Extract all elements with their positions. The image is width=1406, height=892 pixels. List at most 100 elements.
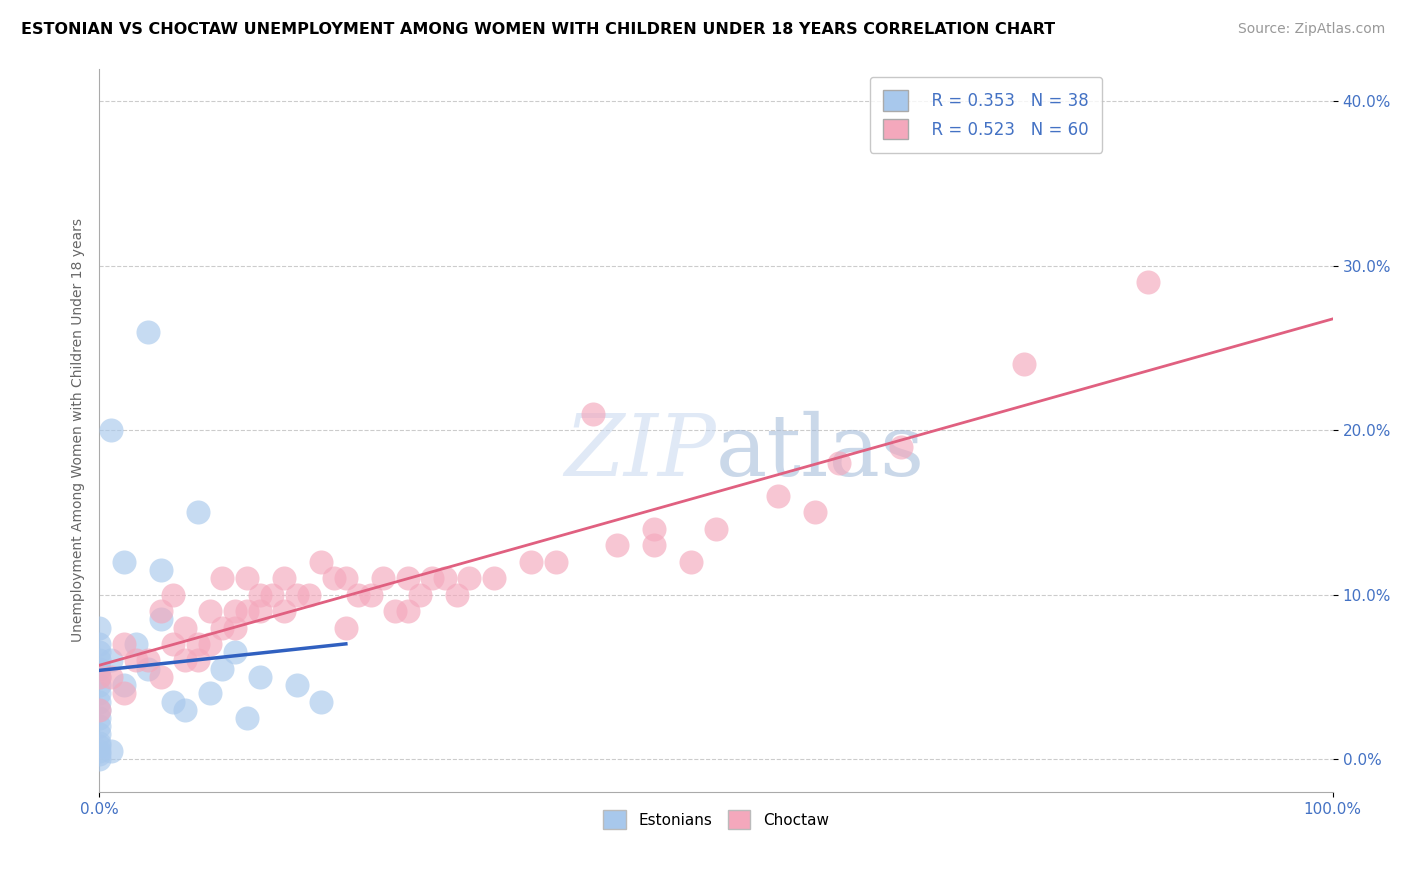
Point bbox=[482, 571, 505, 585]
Point bbox=[149, 604, 172, 618]
Point bbox=[89, 703, 111, 717]
Point bbox=[309, 555, 332, 569]
Point bbox=[335, 571, 357, 585]
Point bbox=[285, 588, 308, 602]
Point bbox=[681, 555, 703, 569]
Point bbox=[89, 739, 111, 753]
Point bbox=[89, 744, 111, 758]
Point bbox=[100, 744, 122, 758]
Point bbox=[149, 563, 172, 577]
Point bbox=[89, 752, 111, 766]
Point bbox=[112, 678, 135, 692]
Point bbox=[211, 571, 233, 585]
Point bbox=[581, 407, 603, 421]
Point bbox=[89, 711, 111, 725]
Point bbox=[458, 571, 481, 585]
Point bbox=[766, 489, 789, 503]
Point bbox=[125, 637, 148, 651]
Y-axis label: Unemployment Among Women with Children Under 18 years: Unemployment Among Women with Children U… bbox=[72, 219, 86, 642]
Point bbox=[236, 571, 259, 585]
Point bbox=[149, 612, 172, 626]
Point bbox=[446, 588, 468, 602]
Point bbox=[224, 645, 246, 659]
Point bbox=[174, 621, 197, 635]
Point bbox=[236, 604, 259, 618]
Point bbox=[100, 670, 122, 684]
Point bbox=[211, 621, 233, 635]
Point bbox=[1014, 358, 1036, 372]
Point bbox=[89, 678, 111, 692]
Point bbox=[309, 694, 332, 708]
Point bbox=[544, 555, 567, 569]
Point bbox=[162, 694, 184, 708]
Text: ZIP: ZIP bbox=[564, 410, 716, 493]
Point bbox=[360, 588, 382, 602]
Point bbox=[89, 686, 111, 700]
Point bbox=[224, 604, 246, 618]
Point bbox=[138, 653, 160, 667]
Point bbox=[89, 670, 111, 684]
Point bbox=[198, 604, 221, 618]
Point bbox=[187, 653, 209, 667]
Point bbox=[396, 604, 419, 618]
Point bbox=[187, 637, 209, 651]
Point bbox=[298, 588, 321, 602]
Point bbox=[606, 538, 628, 552]
Point bbox=[249, 604, 271, 618]
Point bbox=[249, 670, 271, 684]
Point bbox=[112, 637, 135, 651]
Point bbox=[125, 653, 148, 667]
Point bbox=[890, 440, 912, 454]
Point bbox=[249, 588, 271, 602]
Point bbox=[89, 662, 111, 676]
Point bbox=[89, 736, 111, 750]
Point bbox=[162, 588, 184, 602]
Point bbox=[211, 662, 233, 676]
Point bbox=[112, 555, 135, 569]
Point bbox=[89, 621, 111, 635]
Point bbox=[198, 637, 221, 651]
Point bbox=[89, 703, 111, 717]
Point bbox=[162, 637, 184, 651]
Point bbox=[371, 571, 394, 585]
Point bbox=[384, 604, 406, 618]
Point bbox=[89, 694, 111, 708]
Point bbox=[236, 711, 259, 725]
Point bbox=[89, 637, 111, 651]
Point bbox=[828, 456, 851, 470]
Point bbox=[89, 747, 111, 761]
Point bbox=[260, 588, 283, 602]
Point bbox=[285, 678, 308, 692]
Point bbox=[273, 571, 295, 585]
Point bbox=[224, 621, 246, 635]
Point bbox=[89, 653, 111, 667]
Point bbox=[89, 719, 111, 733]
Point bbox=[100, 653, 122, 667]
Point bbox=[187, 505, 209, 519]
Point bbox=[149, 670, 172, 684]
Point bbox=[138, 662, 160, 676]
Legend: Estonians, Choctaw: Estonians, Choctaw bbox=[598, 804, 835, 835]
Point bbox=[433, 571, 456, 585]
Point bbox=[89, 727, 111, 741]
Point bbox=[89, 670, 111, 684]
Point bbox=[174, 653, 197, 667]
Point bbox=[520, 555, 543, 569]
Point bbox=[335, 621, 357, 635]
Text: atlas: atlas bbox=[716, 410, 925, 493]
Point bbox=[347, 588, 370, 602]
Point bbox=[420, 571, 443, 585]
Point bbox=[643, 522, 665, 536]
Point bbox=[322, 571, 344, 585]
Point bbox=[138, 325, 160, 339]
Point bbox=[89, 645, 111, 659]
Point bbox=[409, 588, 432, 602]
Point bbox=[396, 571, 419, 585]
Point bbox=[198, 686, 221, 700]
Point bbox=[174, 703, 197, 717]
Point bbox=[704, 522, 727, 536]
Point bbox=[803, 505, 825, 519]
Point bbox=[643, 538, 665, 552]
Text: ESTONIAN VS CHOCTAW UNEMPLOYMENT AMONG WOMEN WITH CHILDREN UNDER 18 YEARS CORREL: ESTONIAN VS CHOCTAW UNEMPLOYMENT AMONG W… bbox=[21, 22, 1056, 37]
Text: Source: ZipAtlas.com: Source: ZipAtlas.com bbox=[1237, 22, 1385, 37]
